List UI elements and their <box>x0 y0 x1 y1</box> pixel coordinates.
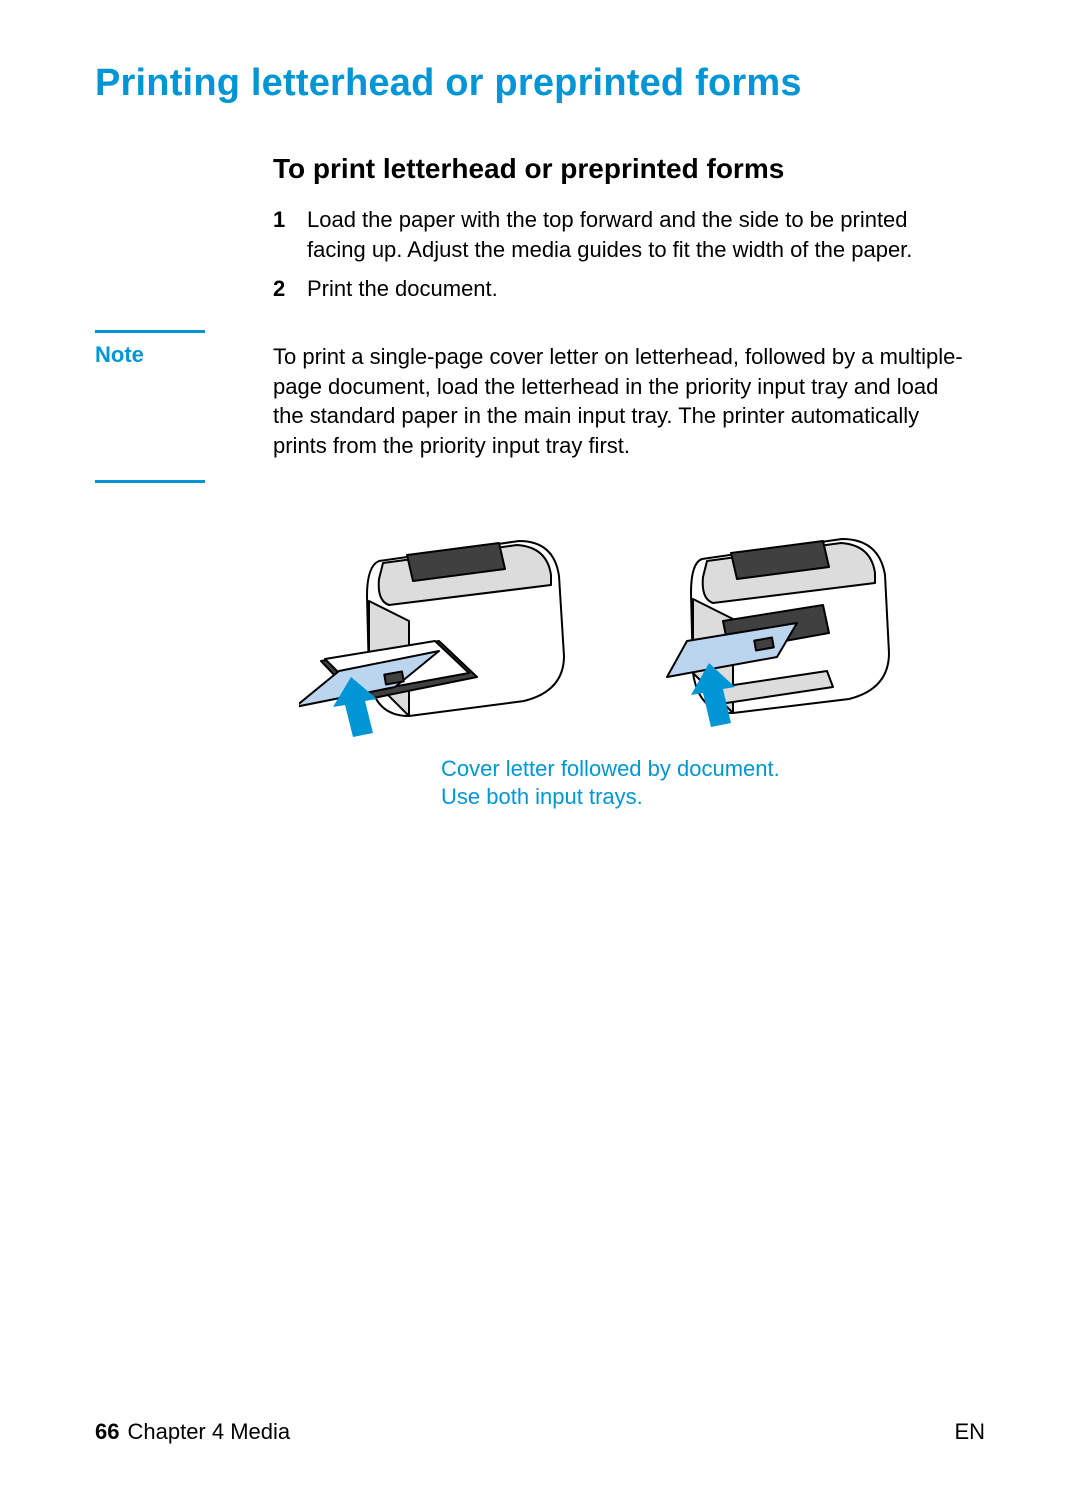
figure-caption: Cover letter followed by document. Use b… <box>441 755 953 812</box>
caption-line-2: Use both input trays. <box>441 784 643 809</box>
step-number: 2 <box>273 274 307 304</box>
page-footer: 66 Chapter 4 Media EN <box>95 1419 985 1445</box>
page-title: Printing letterhead or preprinted forms <box>95 62 985 105</box>
note-label: Note <box>95 342 144 368</box>
lang-code: EN <box>954 1419 985 1445</box>
caption-line-1: Cover letter followed by document. <box>441 756 780 781</box>
printer-illustration-right <box>627 501 927 741</box>
step-text: Load the paper with the top forward and … <box>307 205 953 264</box>
section-subheading: To print letterhead or preprinted forms <box>273 153 953 185</box>
note-text: To print a single-page cover letter on l… <box>273 330 968 461</box>
note-block: Note To print a single-page cover letter… <box>95 330 985 461</box>
step-text: Print the document. <box>307 274 498 304</box>
numbered-steps: 1 Load the paper with the top forward an… <box>273 205 953 304</box>
note-rule-top <box>95 330 205 333</box>
step-number: 1 <box>273 205 307 264</box>
figure: Cover letter followed by document. Use b… <box>273 501 953 812</box>
page-number: 66 <box>95 1419 119 1445</box>
step-row: 1 Load the paper with the top forward an… <box>273 205 953 264</box>
step-row: 2 Print the document. <box>273 274 953 304</box>
printer-illustration-left <box>299 501 599 741</box>
note-rule-bottom <box>95 480 205 483</box>
chapter-label: Chapter 4 Media <box>127 1419 290 1445</box>
